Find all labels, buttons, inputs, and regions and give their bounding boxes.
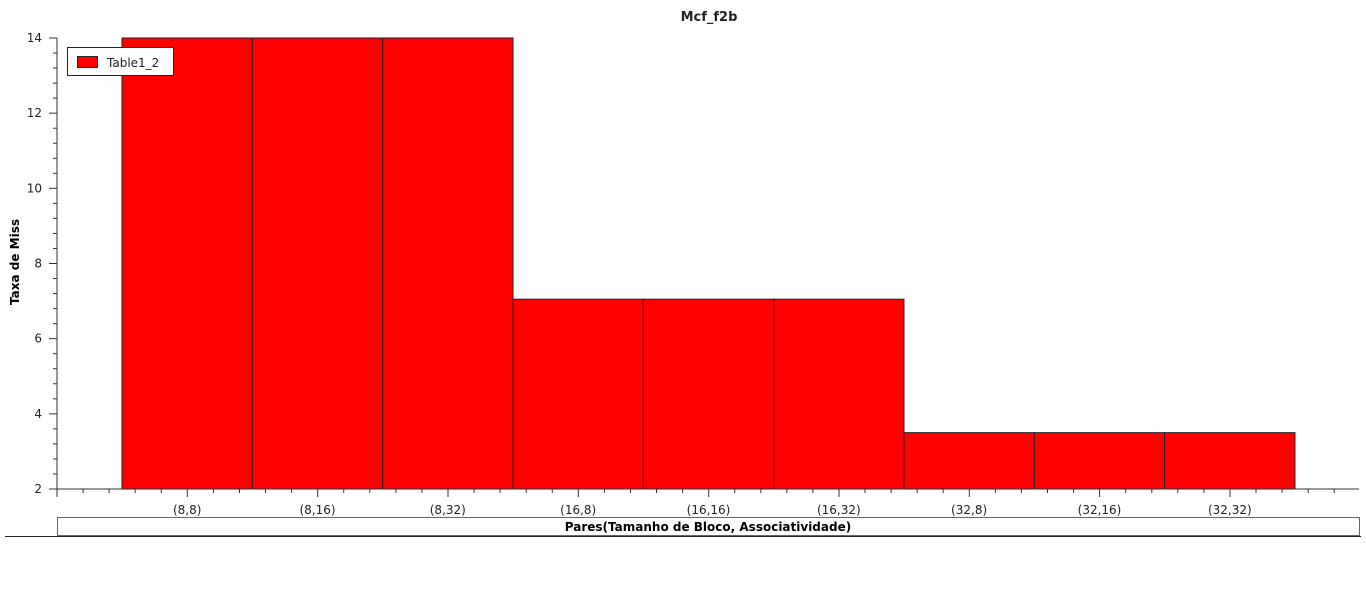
x-axis-title-box bbox=[57, 517, 1360, 536]
bar-(16,16) bbox=[642, 298, 775, 490]
y-tick-label: 2 bbox=[34, 482, 42, 496]
x-tick-label: (8,16) bbox=[299, 503, 335, 517]
x-axis: (8,8) (8,16) (8,32) (16,8) (16,16) (16,32) (32… bbox=[56, 488, 1359, 517]
x-tick-label: (16,16) bbox=[687, 503, 731, 517]
legend-swatch bbox=[77, 56, 98, 68]
x-tick-label: (32,32) bbox=[1208, 503, 1252, 517]
y-tick-label: 8 bbox=[34, 257, 42, 271]
bar-(16,8) bbox=[512, 298, 644, 490]
x-tick-label: (32,16) bbox=[1078, 503, 1122, 517]
x-axis-title: Pares(Tamanho de Bloco, Associatividade) bbox=[565, 520, 851, 534]
x-tick-label: (8,8) bbox=[173, 503, 201, 517]
y-tick-label: 4 bbox=[34, 407, 42, 421]
y-tick-label: 10 bbox=[27, 181, 42, 195]
x-tick-label: (32,8) bbox=[951, 503, 987, 517]
bar-(8,32) bbox=[382, 37, 514, 490]
bar-(32,16) bbox=[1033, 432, 1166, 490]
y-axis: 2 4 6 8 10 12 14 bbox=[27, 31, 58, 496]
y-tick-label: 14 bbox=[27, 31, 42, 45]
bar-(8,16) bbox=[251, 37, 384, 490]
legend: Table1_2 bbox=[67, 47, 174, 76]
bars-group bbox=[121, 37, 1296, 490]
chart-title: Mcf_f2b bbox=[681, 10, 738, 25]
x-tick-label: (8,32) bbox=[430, 503, 466, 517]
bar-(32,32) bbox=[1164, 432, 1296, 490]
y-tick-label: 12 bbox=[27, 106, 42, 120]
bar-(8,8) bbox=[121, 37, 253, 490]
y-axis-title: Taxa de Miss bbox=[8, 219, 22, 305]
bar-(32,8) bbox=[903, 432, 1035, 490]
legend-label: Table1_2 bbox=[106, 56, 159, 70]
bar-(16,32) bbox=[773, 298, 905, 490]
y-tick-label: 6 bbox=[34, 332, 42, 346]
x-tick-label: (16,8) bbox=[560, 503, 596, 517]
x-tick-label: (16,32) bbox=[817, 503, 861, 517]
